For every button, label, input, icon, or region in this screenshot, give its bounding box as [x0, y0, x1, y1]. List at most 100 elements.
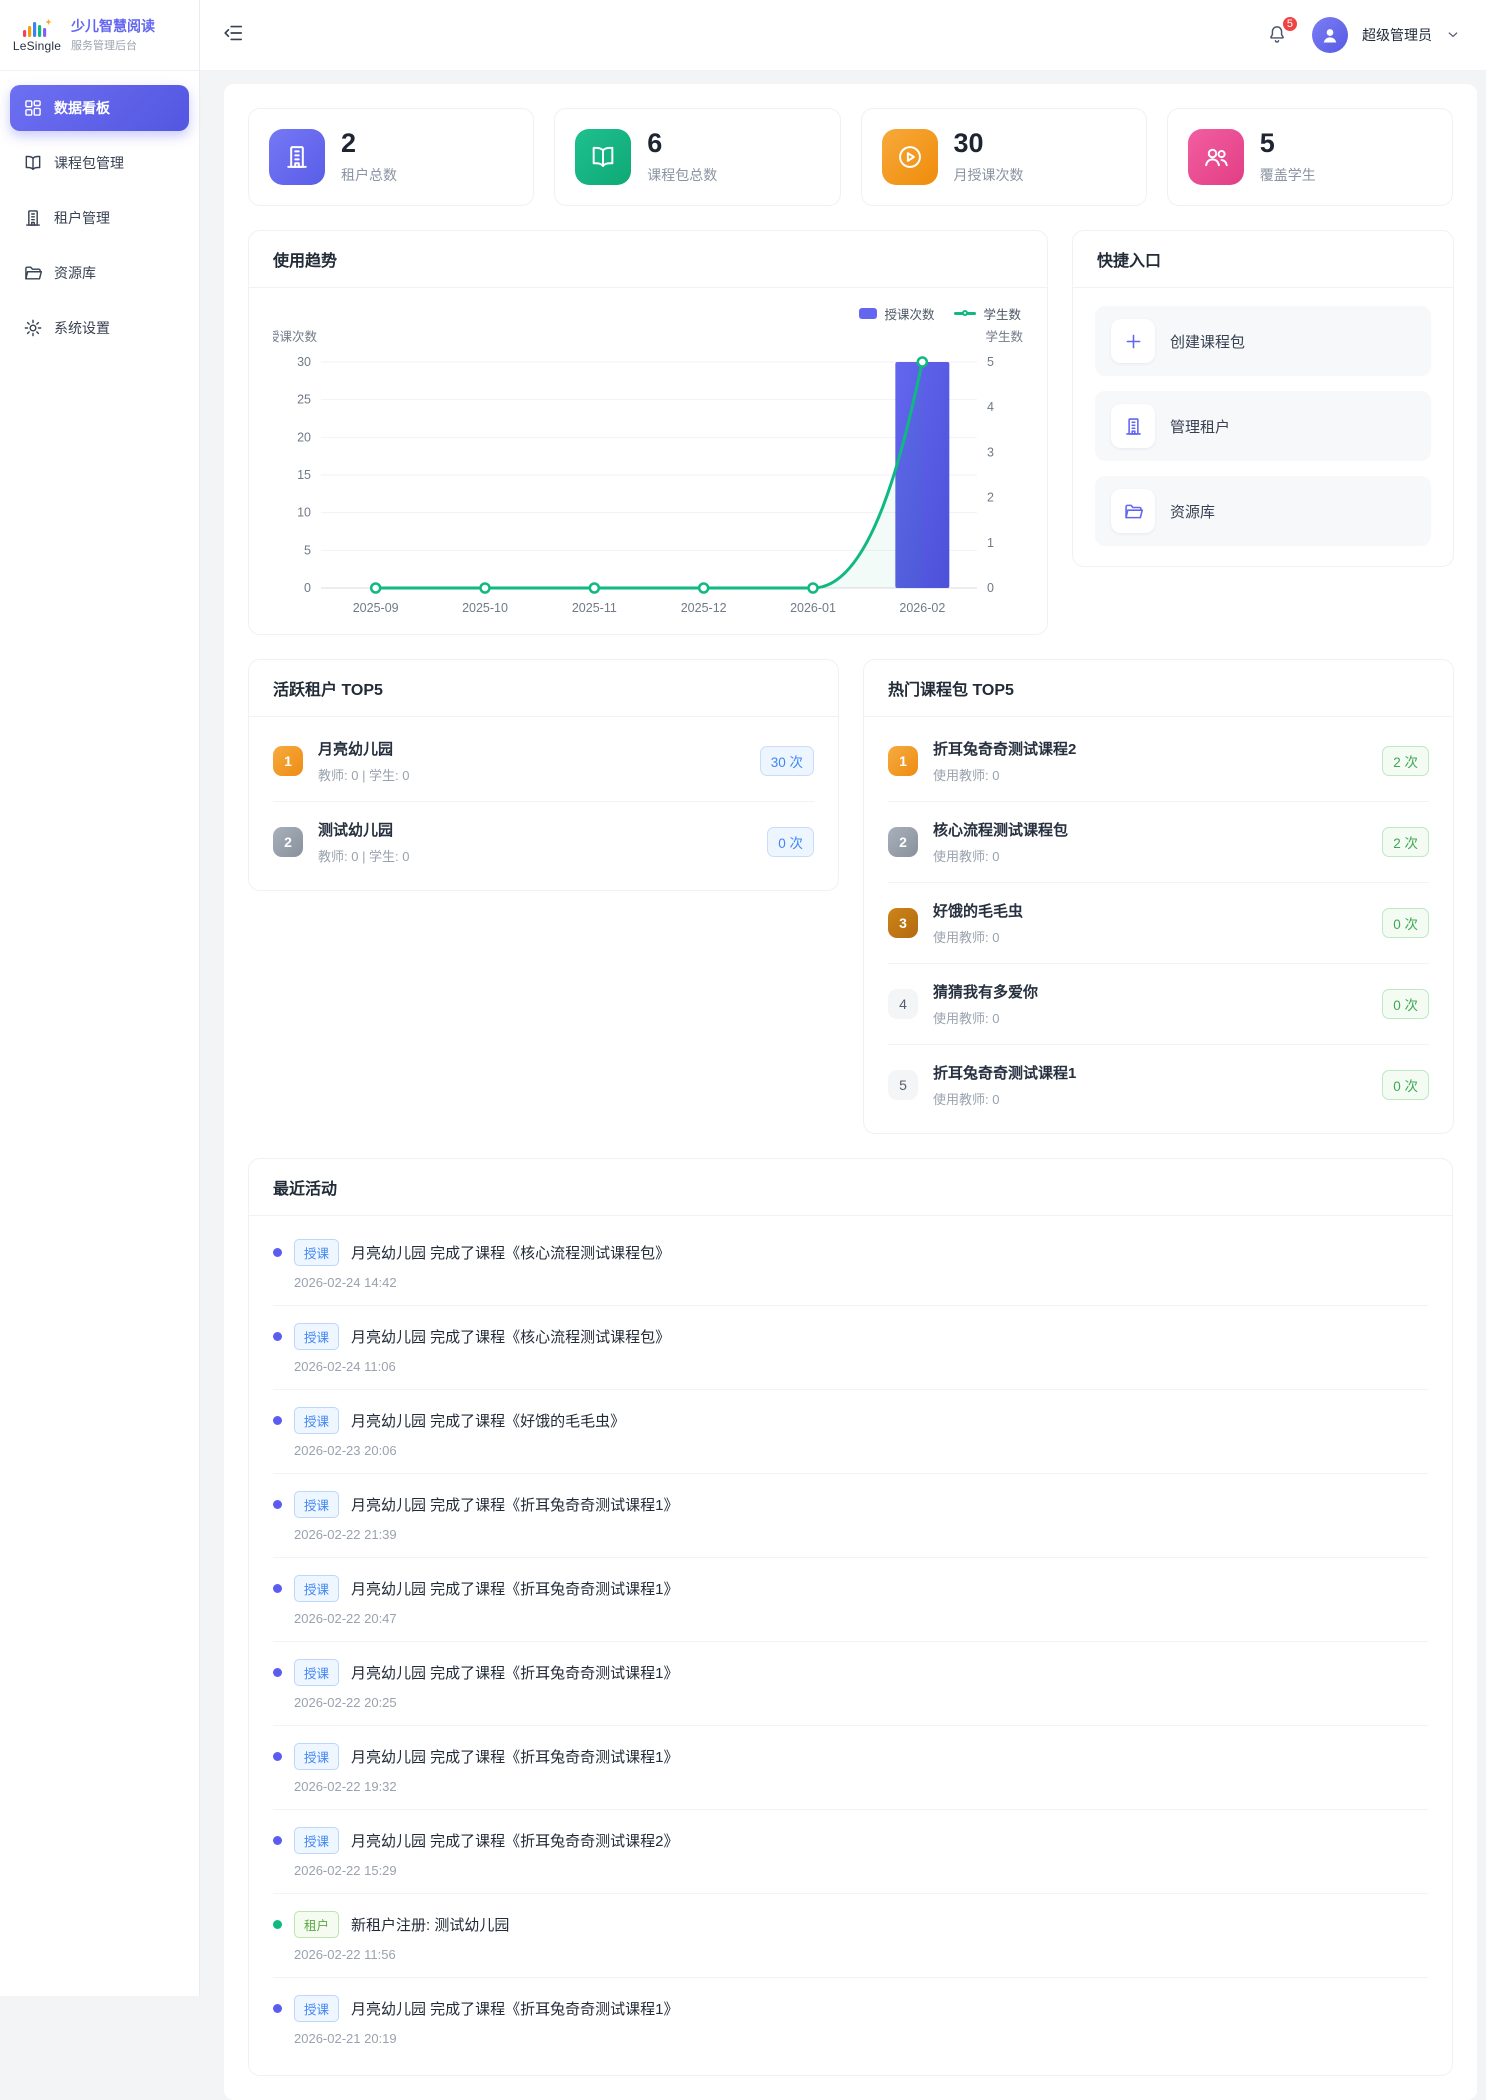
notification-button[interactable]: 5 [1266, 15, 1299, 47]
activity-dot [273, 1248, 282, 1257]
avatar[interactable] [1312, 17, 1348, 53]
rank-badge: 1 [273, 746, 303, 776]
activity-row-7: 授课 月亮幼儿园 完成了课程《折耳兔奇奇测试课程1》 2026-02-22 19… [273, 1725, 1428, 1809]
main-content: 2 租户总数 6 课程包总数 [200, 71, 1486, 2100]
usage-trend-title: 使用趋势 [273, 253, 338, 270]
activity-time: 2026-02-22 20:47 [294, 1611, 397, 1626]
activity-time: 2026-02-22 21:39 [294, 1527, 397, 1542]
recent-activity-card: 最近活动 授课 月亮幼儿园 完成了课程《核心流程测试课程包》 2026-02-2… [248, 1158, 1453, 2076]
activity-row-5: 授课 月亮幼儿园 完成了课程《折耳兔奇奇测试课程1》 2026-02-22 20… [273, 1557, 1428, 1641]
svg-text:5: 5 [304, 543, 311, 557]
svg-text:5: 5 [987, 355, 994, 369]
brand-logo-text: LeSingle [12, 38, 62, 53]
activity-type-badge: 授课 [294, 1743, 340, 1770]
stat-value: 2 [341, 128, 357, 159]
svg-text:1: 1 [987, 536, 994, 550]
hot-packages-title: 热门课程包 TOP5 [888, 682, 1014, 699]
plus-icon [1126, 334, 1140, 348]
stat-icon-tile [881, 129, 938, 185]
quick-entry-header: 快捷入口 [1073, 231, 1453, 288]
quick-entry-manage-tenants[interactable]: 管理租户 [1095, 391, 1431, 461]
svg-text:2026-01: 2026-01 [790, 601, 836, 615]
activity-type-badge: 授课 [294, 1407, 340, 1434]
quick-entry-label: 创建课程包 [1170, 333, 1246, 351]
sidebar-item-dashboard[interactable]: 数据看板 [10, 85, 189, 131]
activity-list: 授课 月亮幼儿园 完成了课程《核心流程测试课程包》 2026-02-24 14:… [249, 1216, 1452, 2075]
activity-dot [273, 1332, 282, 1341]
sidebar-collapse-button[interactable] [222, 22, 248, 48]
quick-entry-create-package[interactable]: 创建课程包 [1095, 306, 1431, 376]
gear-icon [24, 319, 42, 337]
menu-fold-icon [224, 25, 243, 41]
stat-icon-tile [575, 129, 632, 185]
package-name: 好饿的毛毛虫 [933, 903, 1024, 920]
package-sub: 使用教师: 0 [933, 1011, 1000, 1026]
activity-time: 2026-02-22 20:25 [294, 1695, 397, 1710]
users-icon [1204, 148, 1228, 167]
svg-text:4: 4 [987, 400, 994, 414]
stats-row: 2 租户总数 6 课程包总数 [248, 108, 1453, 206]
svg-text:学生数: 学生数 [985, 329, 1023, 344]
package-name: 折耳兔奇奇测试课程1 [933, 1065, 1077, 1082]
activity-type-badge: 租户 [294, 1911, 340, 1938]
package-sub: 使用教师: 0 [933, 1092, 1000, 1107]
quick-entry-label: 资源库 [1170, 503, 1216, 521]
tenant-sub: 教师: 0 | 学生: 0 [318, 768, 410, 783]
activity-type-badge: 授课 [294, 1995, 340, 2022]
activity-time: 2026-02-22 19:32 [294, 1779, 397, 1794]
brand-title: 少儿智慧阅读 [71, 17, 155, 34]
svg-text:20: 20 [297, 430, 311, 444]
notification-badge: 5 [1280, 15, 1299, 33]
brand-subtitle: 服务管理后台 [71, 40, 137, 53]
activity-type-badge: 授课 [294, 1323, 340, 1350]
package-row-1: 1 折耳兔奇奇测试课程2 使用教师: 0 2 次 [888, 721, 1429, 801]
book-icon [25, 155, 41, 171]
building-icon [26, 210, 40, 226]
stat-label: 课程包总数 [647, 166, 718, 183]
package-name: 折耳兔奇奇测试课程2 [933, 741, 1077, 758]
activity-text: 月亮幼儿园 完成了课程《折耳兔奇奇测试课程1》 [351, 1749, 679, 1766]
activity-time: 2026-02-21 20:19 [294, 2031, 397, 2046]
svg-text:2025-10: 2025-10 [462, 601, 508, 615]
sidebar-item-settings[interactable]: 系统设置 [10, 305, 189, 351]
brand: LeSingle 少儿智慧阅读 服务管理后台 [0, 0, 199, 71]
stat-card-tenant-total: 2 租户总数 [248, 108, 535, 206]
active-tenants-title: 活跃租户 TOP5 [273, 682, 383, 699]
activity-dot [273, 1836, 282, 1845]
hot-packages-list: 1 折耳兔奇奇测试课程2 使用教师: 0 2 次 2 核心流程测试课程包 使用教… [864, 717, 1453, 1133]
legend-item-bar[interactable]: 授课次数 [859, 304, 934, 322]
svg-text:2025-11: 2025-11 [572, 601, 617, 615]
activity-row-10: 授课 月亮幼儿园 完成了课程《折耳兔奇奇测试课程1》 2026-02-21 20… [273, 1977, 1428, 2061]
activity-row-3: 授课 月亮幼儿园 完成了课程《好饿的毛毛虫》 2026-02-23 20:06 [273, 1389, 1428, 1473]
quick-entry-icon-tile [1111, 489, 1155, 533]
activity-text: 月亮幼儿园 完成了课程《核心流程测试课程包》 [351, 1245, 671, 1262]
activity-dot [273, 1752, 282, 1761]
chart-legend: 授课次数 学生数 [273, 304, 1021, 322]
sidebar-item-tenants[interactable]: 租户管理 [10, 195, 189, 241]
user-name[interactable]: 超级管理员 [1362, 27, 1432, 43]
package-name: 核心流程测试课程包 [933, 822, 1069, 839]
building-icon [287, 146, 307, 168]
activity-row-4: 授课 月亮幼儿园 完成了课程《折耳兔奇奇测试课程1》 2026-02-22 21… [273, 1473, 1428, 1557]
legend-line-swatch [954, 308, 977, 319]
count-badge: 2 次 [1382, 746, 1429, 776]
activity-row-2: 授课 月亮幼儿园 完成了课程《核心流程测试课程包》 2026-02-24 11:… [273, 1305, 1428, 1389]
activity-type-badge: 授课 [294, 1575, 340, 1602]
svg-text:0: 0 [304, 581, 311, 595]
activity-time: 2026-02-22 15:29 [294, 1863, 397, 1878]
activity-time: 2026-02-24 14:42 [294, 1275, 397, 1290]
tenant-name: 测试幼儿园 [318, 822, 394, 839]
tenant-row-1: 1 月亮幼儿园 教师: 0 | 学生: 0 30 次 [273, 721, 814, 801]
legend-item-line[interactable]: 学生数 [954, 304, 1021, 322]
chevron-down-icon[interactable] [1446, 28, 1460, 42]
activity-dot [273, 1416, 282, 1425]
activity-text: 月亮幼儿园 完成了课程《好饿的毛毛虫》 [351, 1413, 626, 1430]
svg-text:2: 2 [987, 491, 994, 505]
open-book-icon [592, 146, 614, 167]
sidebar-item-packages[interactable]: 课程包管理 [10, 140, 189, 186]
sidebar-item-resources[interactable]: 资源库 [10, 250, 189, 296]
sidebar-item-label: 数据看板 [54, 100, 110, 116]
usage-trend-card: 使用趋势 授课次数 学生数 30 25 20 15 10 5 0 5 4 3 2 1 0 授课次数 学生数 20… [248, 230, 1048, 635]
quick-entry-resource-library[interactable]: 资源库 [1095, 476, 1431, 546]
